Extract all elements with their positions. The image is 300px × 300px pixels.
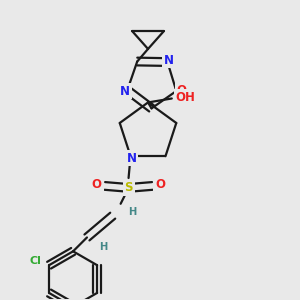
Text: N: N	[127, 152, 136, 165]
Text: O: O	[92, 178, 102, 191]
Text: O: O	[155, 178, 165, 191]
Text: N: N	[120, 85, 130, 98]
Text: O: O	[176, 83, 186, 97]
Text: Cl: Cl	[29, 256, 41, 266]
Text: OH: OH	[176, 91, 196, 104]
Text: H: H	[128, 207, 137, 217]
Text: N: N	[164, 54, 173, 67]
Text: H: H	[99, 242, 107, 252]
Text: S: S	[124, 182, 133, 194]
